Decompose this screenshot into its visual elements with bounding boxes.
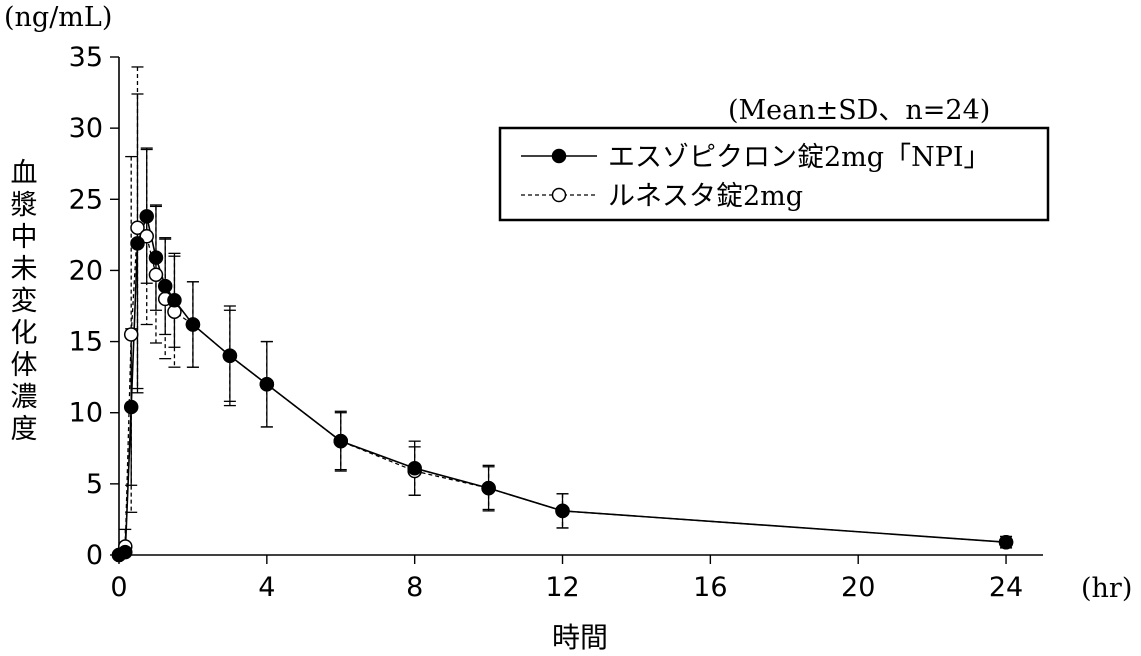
x-tick-label: 24: [989, 572, 1023, 603]
stats-annotation: (Mean±SD、n=24): [728, 95, 991, 126]
data-point-npi: [333, 433, 349, 449]
x-tick-label: 0: [110, 572, 127, 603]
data-point-npi: [130, 236, 145, 251]
legend-box: [498, 126, 1050, 222]
data-point-npi: [259, 377, 275, 392]
x-tick-label: 16: [693, 572, 727, 603]
y-tick-label: 10: [69, 398, 103, 429]
legend-label: ルネスタ錠2mg: [608, 181, 803, 212]
data-point-lunesta: [130, 220, 145, 235]
legend-marker: [551, 187, 567, 203]
data-point-lunesta: [148, 267, 164, 282]
x-axis-label: 時間: [552, 621, 609, 654]
data-point-npi: [185, 317, 201, 332]
y-axis-unit: (ng/mL): [4, 2, 113, 33]
y-tick-label: 25: [69, 184, 103, 215]
y-tick-label: 15: [69, 327, 103, 358]
x-tick-label: 12: [545, 572, 579, 603]
x-tick-label: 8: [406, 572, 423, 603]
x-tick-label: 20: [841, 572, 875, 603]
y-tick-label: 35: [69, 42, 103, 73]
data-point-npi: [118, 544, 133, 560]
data-point-npi: [407, 460, 422, 476]
data-point-npi: [555, 503, 570, 519]
series-lines: [118, 213, 1007, 556]
y-tick-label: 20: [69, 255, 103, 286]
y-tick-label: 30: [69, 113, 103, 144]
data-point-npi: [123, 399, 139, 415]
axes: 0 5 10 15 20 25 30 35 0 4 8 12 16 20 24: [69, 42, 1043, 603]
data-point-npi: [222, 348, 238, 364]
series-line-npi: [118, 213, 1007, 556]
data-point-lunesta: [123, 327, 139, 342]
data-point-npi: [481, 480, 496, 496]
legend-marker: [551, 148, 567, 164]
series-line-lunesta: [118, 226, 1007, 556]
data-point-npi: [148, 250, 164, 265]
y-tick-label: 0: [86, 540, 103, 571]
y-tick-label: 5: [86, 469, 103, 500]
x-axis-unit: (hr): [1081, 573, 1133, 604]
x-tick-label: 4: [258, 572, 275, 603]
data-point-npi: [139, 209, 154, 224]
y-axis-label: 血漿中未変化体濃度: [10, 158, 38, 445]
data-point-npi: [157, 278, 173, 294]
data-point-npi: [998, 534, 1014, 550]
legend-label: エスゾピクロン錠2mg「NPI」: [608, 142, 991, 173]
legend: エスゾピクロン錠2mg「NPI」ルネスタ錠2mg: [498, 126, 1050, 222]
series-markers: [111, 209, 1014, 563]
data-point-npi: [167, 293, 182, 308]
